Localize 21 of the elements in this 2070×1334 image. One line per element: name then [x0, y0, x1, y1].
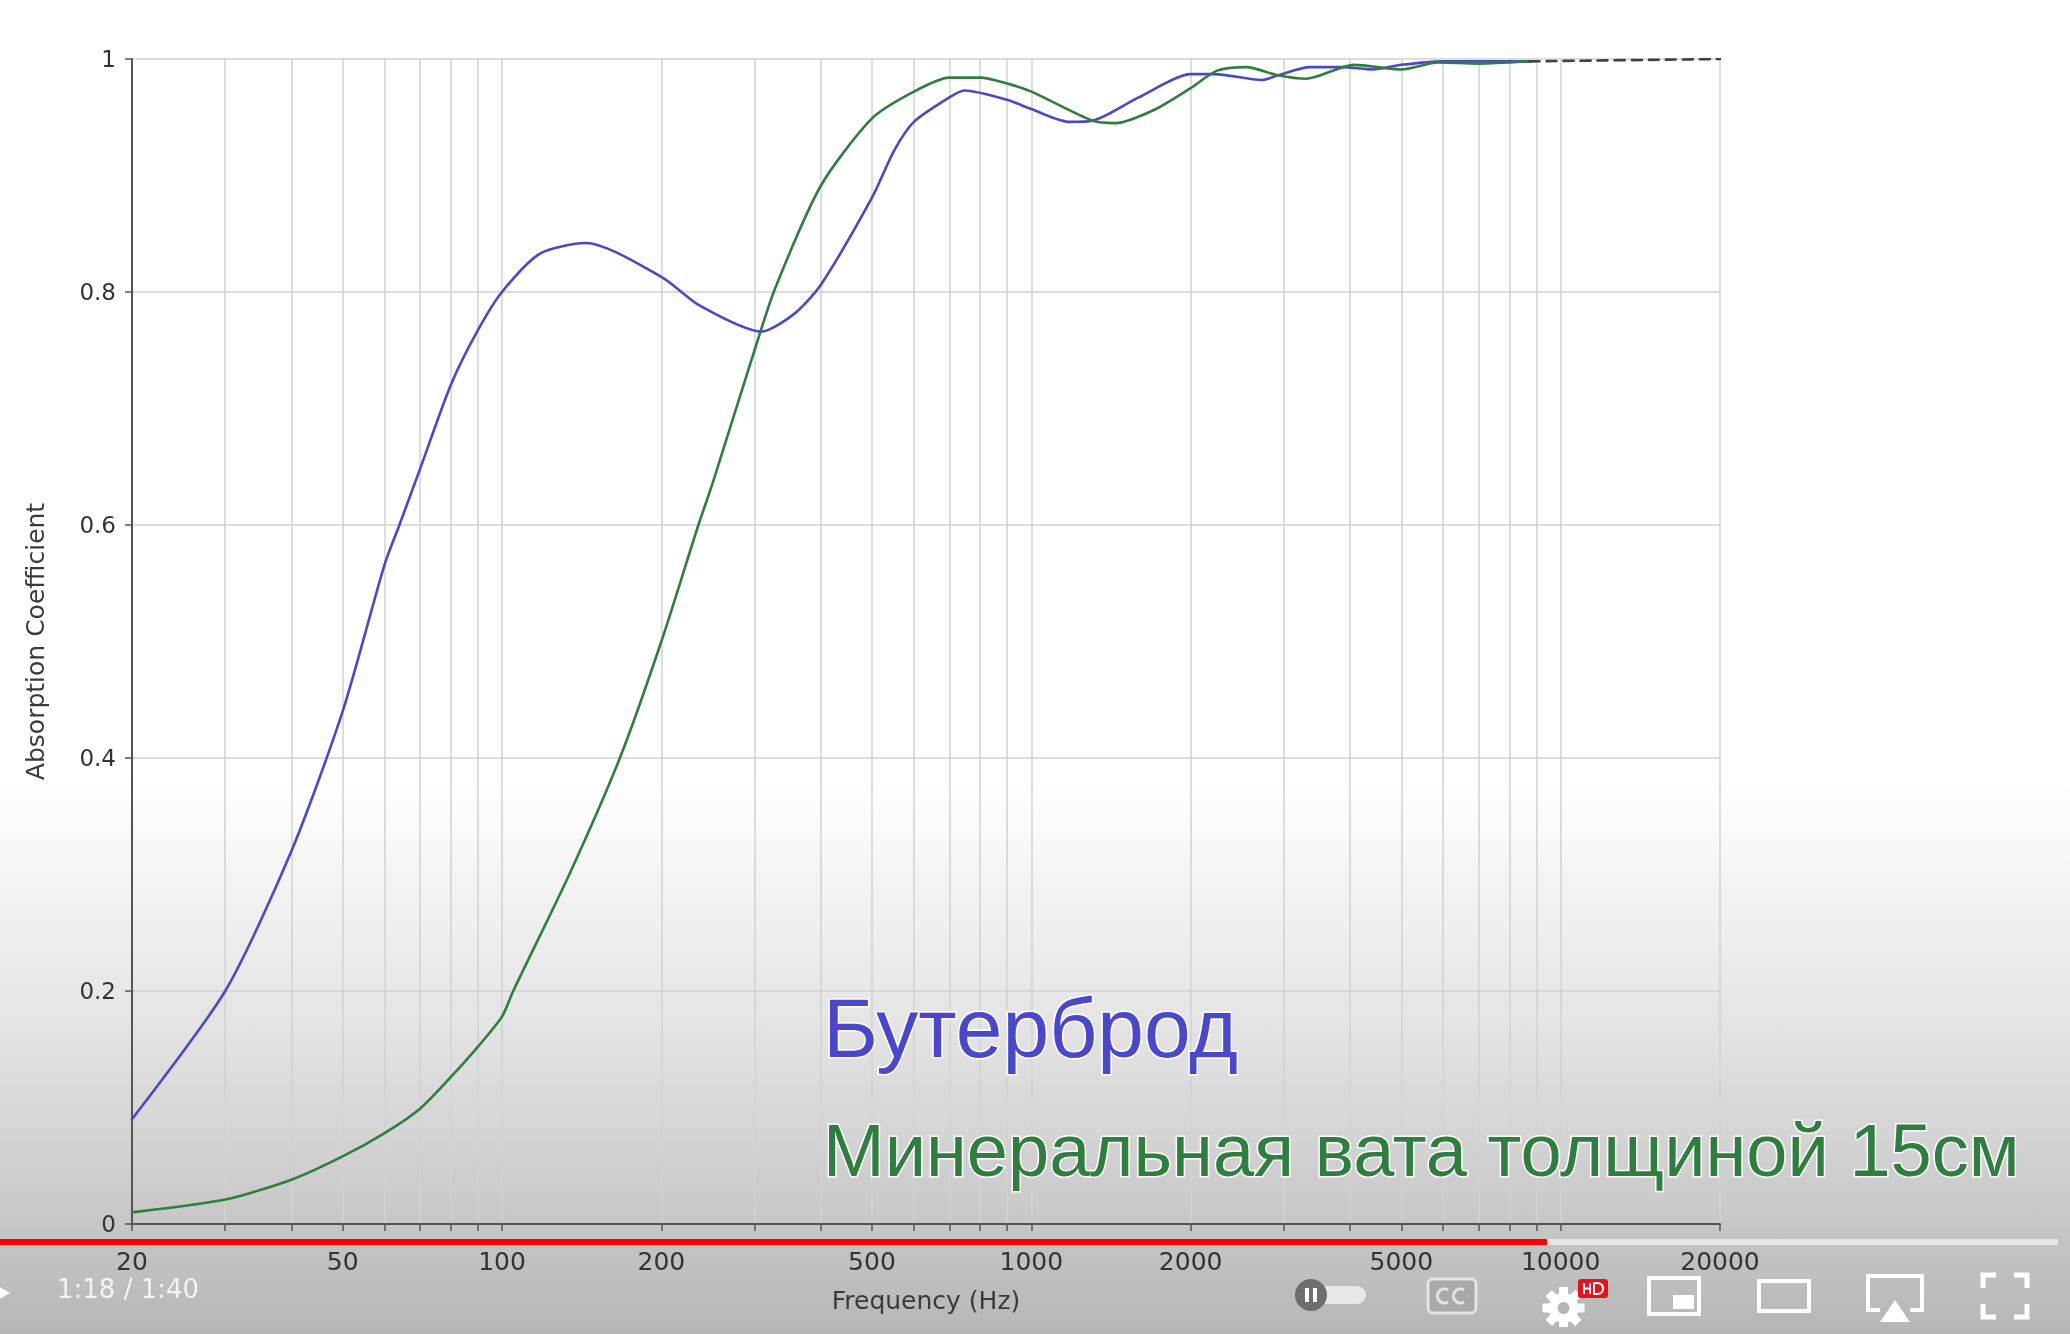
x-tick-label: 50: [326, 1247, 359, 1276]
x-tick-label: 10000: [1520, 1247, 1601, 1276]
text: 1:18 / 1:40: [57, 1274, 200, 1304]
x-tick-label: 1000: [999, 1247, 1064, 1276]
x-tick-label: 5000: [1369, 1247, 1434, 1276]
x-axis-title: Frequency (Hz): [831, 1286, 1021, 1315]
y-axis-title: Absorption Coefficient: [21, 502, 50, 781]
y-tick-label: 0.2: [79, 978, 116, 1004]
y-tick-label: 1: [101, 46, 116, 72]
x-tick-label: 20: [116, 1247, 148, 1276]
y-tick-label: 0.4: [79, 745, 116, 771]
text: Бутерброд: [823, 980, 1238, 1075]
y-tick-label: 0.6: [79, 512, 116, 538]
x-tick-label: 100: [478, 1247, 526, 1276]
x-tick-label: 2000: [1158, 1247, 1223, 1276]
y-tick-label: 0.8: [79, 279, 116, 305]
x-tick-label: 200: [637, 1247, 686, 1276]
x-tick-label: 20000: [1680, 1247, 1760, 1276]
text: Минеральная вата толщиной 15см: [823, 1109, 2020, 1192]
x-tick-label: 500: [848, 1247, 896, 1276]
y-tick-label: 0: [101, 1211, 116, 1237]
